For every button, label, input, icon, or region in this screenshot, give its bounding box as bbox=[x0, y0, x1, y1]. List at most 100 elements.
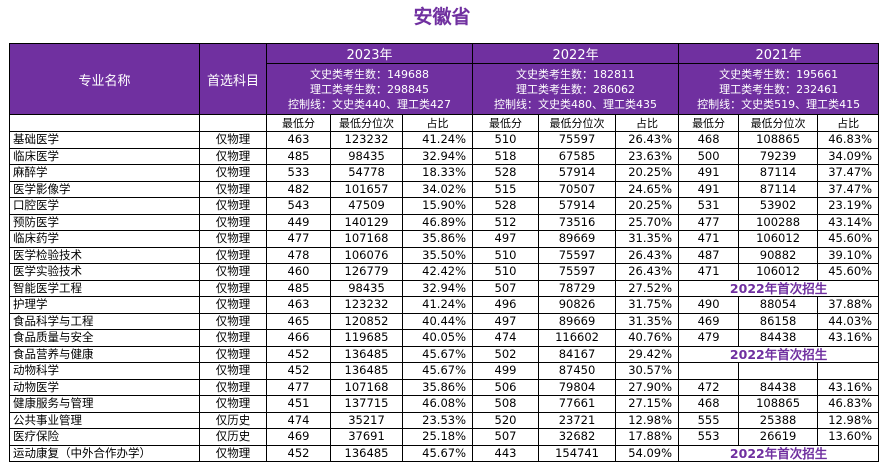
subheader-min-score: 最低分 bbox=[266, 114, 331, 132]
cell-major: 口腔医学 bbox=[9, 197, 200, 215]
subheader-min-score: 最低分 bbox=[472, 114, 540, 132]
table-row: 临床药学 仅物理 477 107168 35.86% 497 89669 31.35% 471 1… bbox=[9, 230, 880, 248]
cell-min-score-2021: 553 bbox=[678, 428, 740, 446]
subheader-ratio: 占比 bbox=[615, 114, 680, 132]
cell-min-rank-2021: 86158 bbox=[738, 312, 819, 330]
cell-ratio-2023: 32.94% bbox=[401, 279, 474, 297]
cell-min-score-2022: 502 bbox=[472, 345, 540, 363]
cell-min-score-2023: 482 bbox=[266, 180, 331, 198]
cell-subject: 仅物理 bbox=[199, 296, 267, 314]
cell-min-score-2021: 468 bbox=[678, 395, 740, 413]
cell-subject: 仅物理 bbox=[199, 164, 267, 182]
header-major: 专业名称 bbox=[9, 43, 200, 115]
cell-ratio-2021: 46.83% bbox=[817, 131, 880, 149]
cell-min-score-2021: 531 bbox=[678, 197, 740, 215]
cell-min-score-2021: 491 bbox=[678, 180, 740, 198]
cell-ratio-2022: 27.15% bbox=[615, 395, 680, 413]
cell-min-score-2022: 520 bbox=[472, 411, 540, 429]
cell-ratio-2023: 45.67% bbox=[401, 362, 474, 380]
cell-min-score-2023: 452 bbox=[266, 345, 331, 363]
cell-ratio-2021: 12.98% bbox=[817, 411, 880, 429]
cell-ratio-2023: 42.42% bbox=[401, 263, 474, 281]
cell-min-rank-2023: 101657 bbox=[330, 180, 403, 198]
cell-ratio-2022: 26.43% bbox=[615, 246, 680, 264]
cell-ratio-2022: 12.98% bbox=[615, 411, 680, 429]
table-row: 健康服务与管理 仅物理 451 137715 46.08% 508 77661 27.15% 4… bbox=[9, 395, 880, 413]
cell-min-rank-2021: 84438 bbox=[738, 329, 819, 347]
control-line-2022: 控制线：文史类480、理工类435 bbox=[494, 97, 658, 111]
cell-min-rank-2021: 100288 bbox=[738, 213, 819, 231]
cell-min-rank-2022: 57914 bbox=[538, 197, 617, 215]
cell-first-year-note: 2022年首次招生 bbox=[678, 444, 880, 462]
cell-major: 临床药学 bbox=[9, 230, 200, 248]
cell-min-rank-2021: 25388 bbox=[738, 411, 819, 429]
cell-subject: 仅物理 bbox=[199, 279, 267, 297]
cell-major: 公共事业管理 bbox=[9, 411, 200, 429]
cell-min-score-2022: 515 bbox=[472, 180, 540, 198]
cell-min-score-2023: 533 bbox=[266, 164, 331, 182]
cell-ratio-2023: 45.67% bbox=[401, 444, 474, 462]
cell-ratio-2023: 41.24% bbox=[401, 296, 474, 314]
cell-min-rank-2023: 54778 bbox=[330, 164, 403, 182]
cell-min-rank-2022: 78729 bbox=[538, 279, 617, 297]
cell-min-rank-2021: 88054 bbox=[738, 296, 819, 314]
cell-ratio-2023: 35.86% bbox=[401, 230, 474, 248]
subheader-row: 最低分 最低分位次 占比 最低分 最低分位次 占比 最低分 最低分位次 占比 bbox=[9, 114, 880, 132]
cell-min-rank-2022: 77661 bbox=[538, 395, 617, 413]
cell-min-score-2021: 490 bbox=[678, 296, 740, 314]
cell-major: 临床医学 bbox=[9, 147, 200, 165]
cell-subject: 仅物理 bbox=[199, 444, 267, 462]
cell-subject: 仅物理 bbox=[199, 378, 267, 396]
cell-ratio-2022: 31.35% bbox=[615, 230, 680, 248]
cell-min-score-2023: 463 bbox=[266, 131, 331, 149]
cell-subject: 仅物理 bbox=[199, 362, 267, 380]
table-row: 食品营养与健康 仅物理 452 136485 45.67% 502 84167 29.42% 2… bbox=[9, 345, 880, 363]
cell-subject: 仅物理 bbox=[199, 312, 267, 330]
cell-min-rank-2023: 106076 bbox=[330, 246, 403, 264]
cell-ratio-2021: 23.19% bbox=[817, 197, 880, 215]
cell-min-rank-2021: 90882 bbox=[738, 246, 819, 264]
cell-min-score-2021: 469 bbox=[678, 312, 740, 330]
cell-ratio-2023: 35.50% bbox=[401, 246, 474, 264]
year-info-2022: 文史类考生数：182811 理工类考生数：286062 控制线：文史类480、理… bbox=[472, 63, 680, 115]
cell-min-score-2023: 469 bbox=[266, 428, 331, 446]
cell-min-rank-2022: 87450 bbox=[538, 362, 617, 380]
cell-min-score-2023: 465 bbox=[266, 312, 331, 330]
page-title: 安徽省 bbox=[413, 6, 471, 28]
cell-major: 食品质量与安全 bbox=[9, 329, 200, 347]
cell-min-rank-2021: 87114 bbox=[738, 180, 819, 198]
year-info-2021: 文史类考生数：195661 理工类考生数：232461 控制线：文史类519、理… bbox=[678, 63, 880, 115]
control-line-2023: 控制线：文史类440、理工类427 bbox=[288, 97, 452, 111]
cell-min-score-2022: 497 bbox=[472, 230, 540, 248]
cell-subject: 仅历史 bbox=[199, 411, 267, 429]
cell-min-rank-2022: 70507 bbox=[538, 180, 617, 198]
cell-min-rank-2022: 89669 bbox=[538, 312, 617, 330]
cell-min-rank-2022: 89669 bbox=[538, 230, 617, 248]
cell-min-rank-2023: 136485 bbox=[330, 444, 403, 462]
cell-ratio-2023: 23.53% bbox=[401, 411, 474, 429]
cell-min-rank-2022: 75597 bbox=[538, 246, 617, 264]
cell-min-score-2021: 491 bbox=[678, 164, 740, 182]
cell-subject: 仅物理 bbox=[199, 180, 267, 198]
cell-min-score-2022: 507 bbox=[472, 279, 540, 297]
cell-min-score-2022: 512 bbox=[472, 213, 540, 231]
cell-min-score-2022: 528 bbox=[472, 197, 540, 215]
cell-ratio-2022: 31.75% bbox=[615, 296, 680, 314]
cell-ratio-2022: 26.43% bbox=[615, 131, 680, 149]
cell-major: 运动康复（中外合作办学） bbox=[9, 444, 200, 462]
table-row: 食品科学与工程 仅物理 465 120852 40.44% 497 89669 31.35% 4… bbox=[9, 312, 880, 330]
cell-ratio-2022: 27.90% bbox=[615, 378, 680, 396]
cell-ratio-2023: 46.08% bbox=[401, 395, 474, 413]
cell-ratio-2021: 45.60% bbox=[817, 263, 880, 281]
table-row: 麻醉学 仅物理 533 54778 18.33% 528 57914 20.25% 491 871… bbox=[9, 164, 880, 182]
cell-min-rank-2023: 47509 bbox=[330, 197, 403, 215]
cell-ratio-2023: 32.94% bbox=[401, 147, 474, 165]
cell-min-score-2022: 510 bbox=[472, 263, 540, 281]
cell-subject: 仅物理 bbox=[199, 329, 267, 347]
cell-ratio-2021: 37.88% bbox=[817, 296, 880, 314]
table-row: 动物医学 仅物理 477 107168 35.86% 506 79804 27.90% 472 8… bbox=[9, 378, 880, 396]
subheader-min-rank: 最低分位次 bbox=[738, 114, 819, 132]
cell-ratio-2022: 25.70% bbox=[615, 213, 680, 231]
cell-min-score-2021: 471 bbox=[678, 263, 740, 281]
cell-subject: 仅物理 bbox=[199, 230, 267, 248]
